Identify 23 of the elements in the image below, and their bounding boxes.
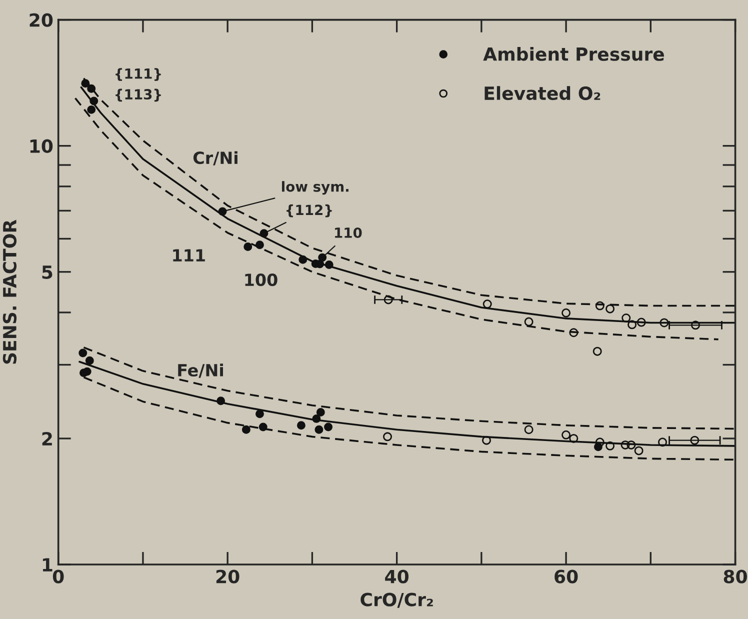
annotation: low sym. — [282, 181, 348, 195]
x-tick-label: 0 — [52, 570, 64, 584]
x-tick-label: 40 — [385, 570, 409, 584]
annotation: 111 — [173, 249, 205, 262]
y-tick-label: 2 — [42, 432, 52, 446]
y-tick-label: 5 — [42, 266, 52, 279]
y-tick-label: 20 — [30, 13, 53, 27]
annotation: {112} — [286, 204, 332, 218]
annotation: {113} — [116, 88, 161, 102]
annotation: Cr/Ni — [193, 151, 238, 166]
x-tick-label: 60 — [554, 570, 578, 584]
y-tick-label: 10 — [30, 139, 53, 153]
annotation: Fe/Ni — [178, 364, 223, 378]
annotation: {111} — [116, 68, 161, 81]
annotation: 100 — [245, 274, 278, 286]
annotation: 110 — [335, 227, 362, 238]
x-tick-label: 80 — [724, 570, 747, 584]
y-axis-title: SENS. FACTOR — [2, 220, 17, 364]
legend-label: Elevated O₂ — [484, 86, 600, 100]
x-axis-title: CrO/Cr₂ — [360, 592, 433, 608]
x-tick-label: 20 — [216, 570, 240, 584]
y-tick-label: 1 — [42, 558, 52, 572]
legend-label: Ambient Pressure — [483, 46, 664, 61]
